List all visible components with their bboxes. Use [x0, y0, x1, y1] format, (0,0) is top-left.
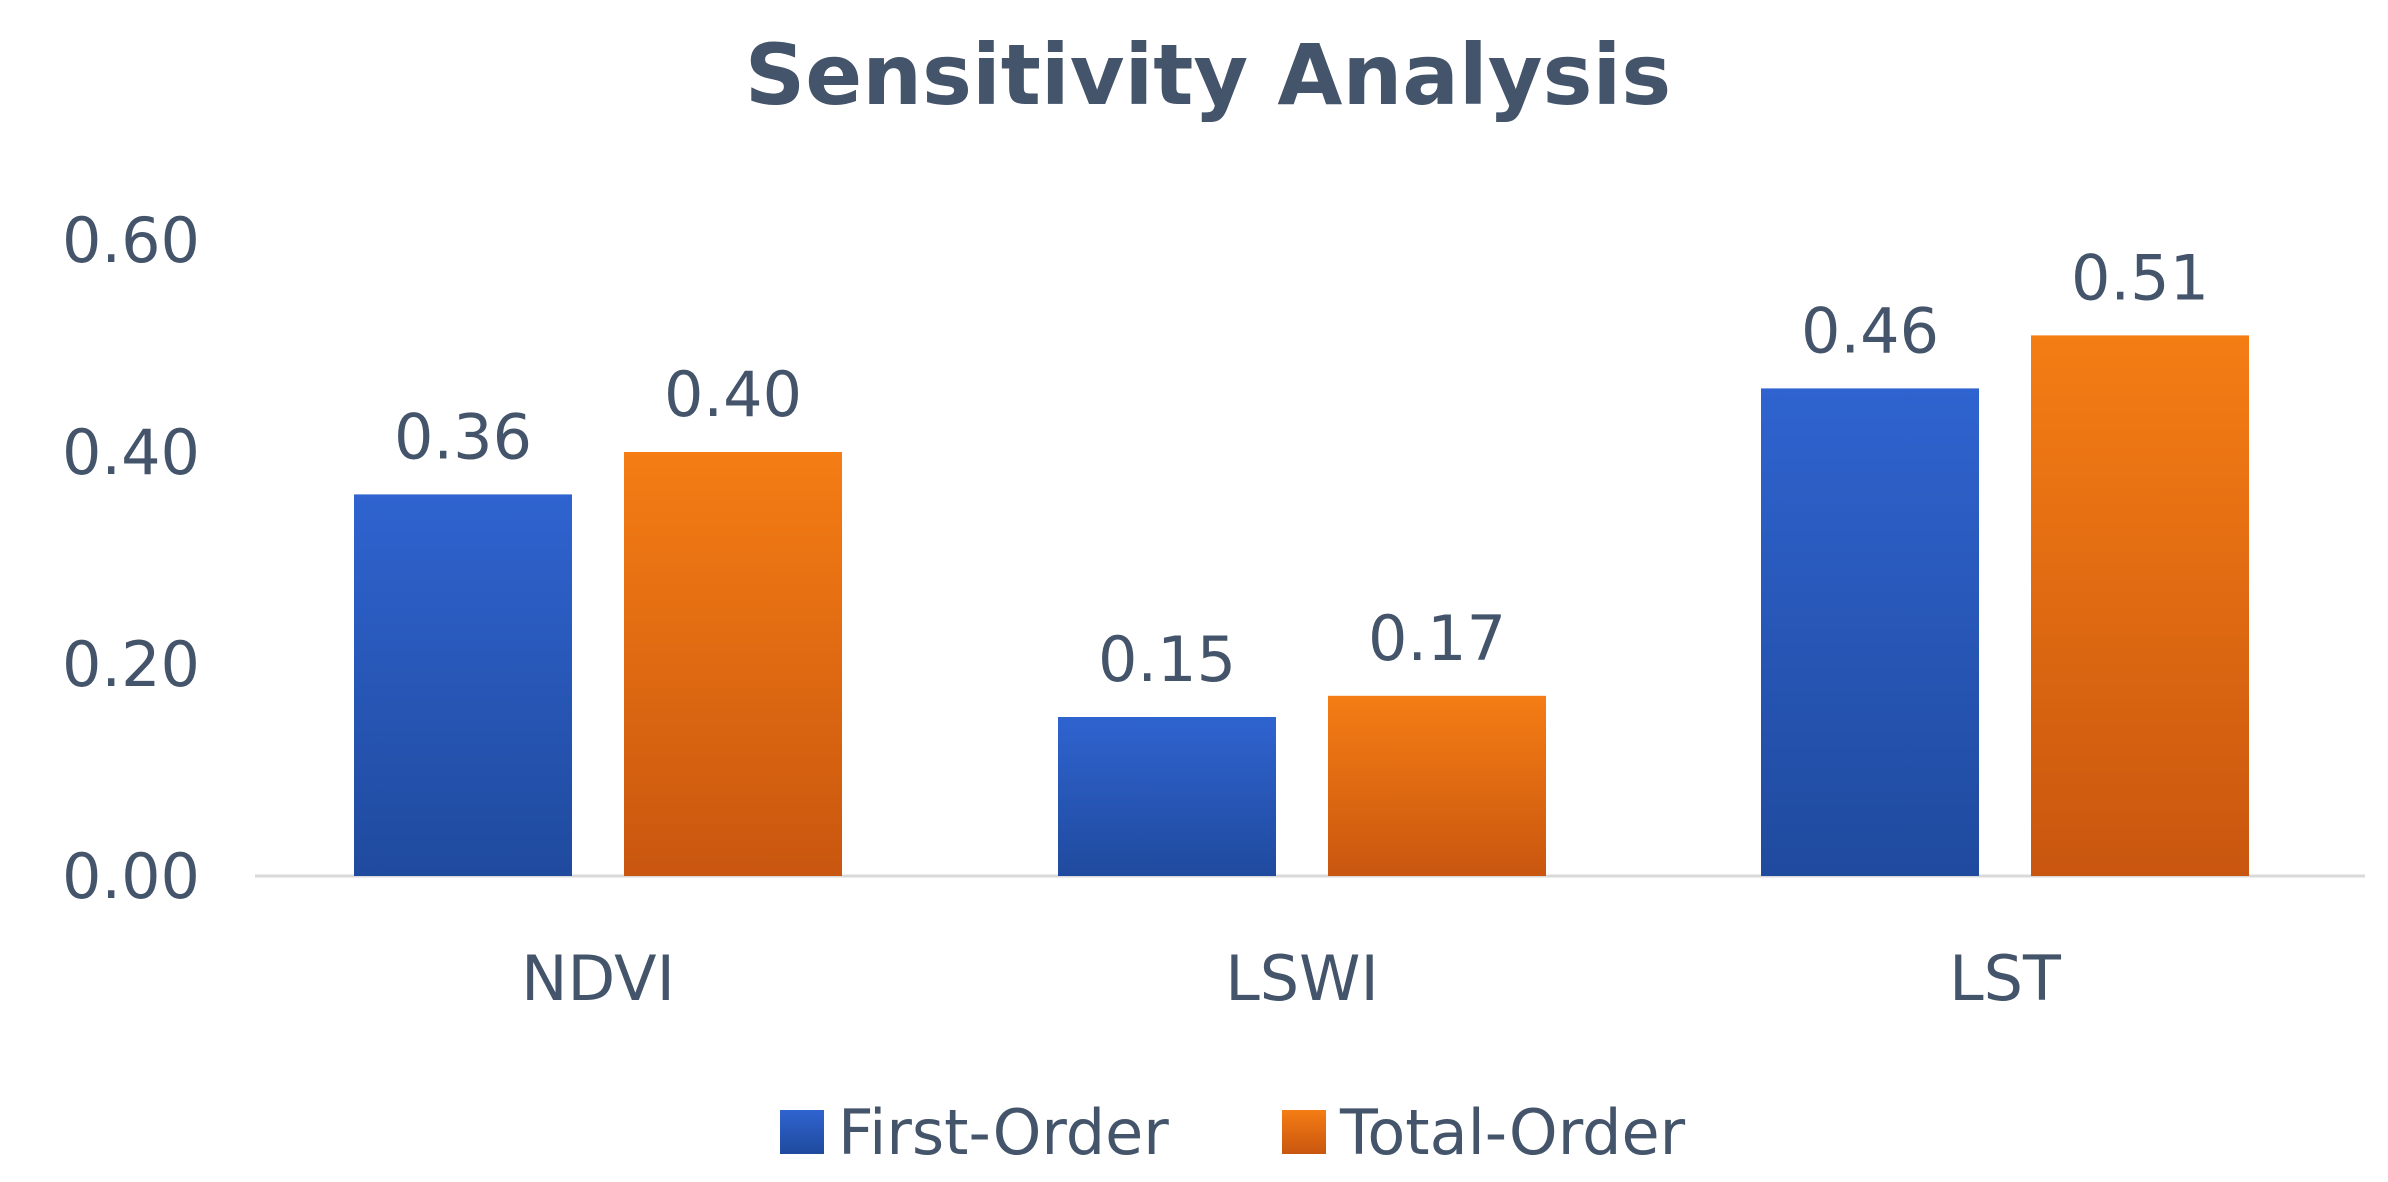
data-label-first-order-lswi: 0.15	[1098, 623, 1236, 696]
bar-total-order-lswi	[1328, 695, 1546, 876]
y-tick-label: 0.60	[62, 204, 200, 277]
bars	[354, 335, 2249, 876]
legend-label-first-order: First-Order	[838, 1096, 1169, 1169]
x-category-label: LSWI	[1225, 942, 1379, 1015]
y-tick-label: 0.40	[62, 416, 200, 489]
bar-total-order-ndvi	[624, 452, 842, 876]
bar-first-order-lst	[1761, 388, 1979, 876]
x-axis: NDVI LSWI LST	[521, 942, 2062, 1015]
x-category-label: LST	[1949, 942, 2062, 1015]
data-label-first-order-ndvi: 0.36	[394, 400, 532, 473]
legend-label-total-order: Total-Order	[1339, 1096, 1686, 1169]
chart-title: Sensitivity Analysis	[745, 26, 1672, 124]
bar-first-order-lswi	[1058, 717, 1276, 876]
data-label-first-order-lst: 0.46	[1801, 294, 1939, 367]
y-axis: 0.00 0.20 0.40 0.60	[62, 204, 200, 913]
y-tick-label: 0.00	[62, 840, 200, 913]
data-label-total-order-lswi: 0.17	[1368, 602, 1506, 675]
x-category-label: NDVI	[521, 942, 675, 1015]
data-label-total-order-ndvi: 0.40	[664, 358, 802, 431]
data-labels: 0.36 0.40 0.15 0.17 0.46 0.51	[394, 241, 2209, 696]
y-tick-label: 0.20	[62, 628, 200, 701]
bar-first-order-ndvi	[354, 494, 572, 876]
legend-swatch-total-order	[1282, 1110, 1326, 1154]
legend-swatch-first-order	[780, 1110, 824, 1154]
legend: First-Order Total-Order	[780, 1096, 1686, 1169]
bar-total-order-lst	[2031, 335, 2249, 876]
data-label-total-order-lst: 0.51	[2071, 241, 2209, 314]
